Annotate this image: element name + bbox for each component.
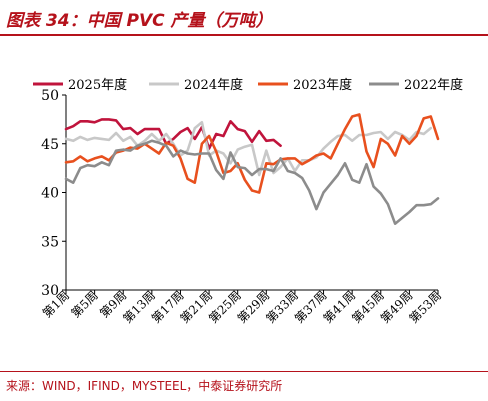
y-tick-label: 45 (41, 137, 59, 153)
legend-label: 2025年度 (68, 77, 127, 93)
series-line-1 (64, 121, 433, 177)
y-tick-label: 35 (41, 234, 59, 250)
x-tick-label: 第5周 (68, 288, 100, 320)
title-rule (0, 34, 488, 36)
legend-label: 2022年度 (404, 77, 463, 93)
figure-title: 图表 34：中国 PVC 产量（万吨） (6, 11, 273, 31)
legend-label: 2024年度 (184, 77, 243, 93)
series-line-2 (64, 113, 440, 194)
source-note: 来源：WIND，IFIND，MYSTEEL，中泰证券研究所 (6, 379, 283, 393)
series-line-3 (64, 139, 440, 225)
title-bar: 图表 34：中国 PVC 产量（万吨） (0, 0, 488, 38)
x-tick-label: 第53周 (406, 288, 444, 326)
series-line-0 (64, 118, 282, 150)
chart-area: 30 35 40 45 50 第1周 第5周 第9周 第13周 第17周 第21周 第25周 第29周第… (0, 58, 488, 366)
source-rule (0, 371, 488, 372)
line-chart: 3035404550第1周第5周第9周第13周第17周第21周第25周第29周第… (33, 77, 463, 326)
y-tick-label: 40 (41, 186, 59, 202)
y-tick-label: 50 (41, 88, 59, 104)
y-tick-label: 30 (41, 283, 59, 299)
legend-label: 2023年度 (293, 77, 352, 93)
